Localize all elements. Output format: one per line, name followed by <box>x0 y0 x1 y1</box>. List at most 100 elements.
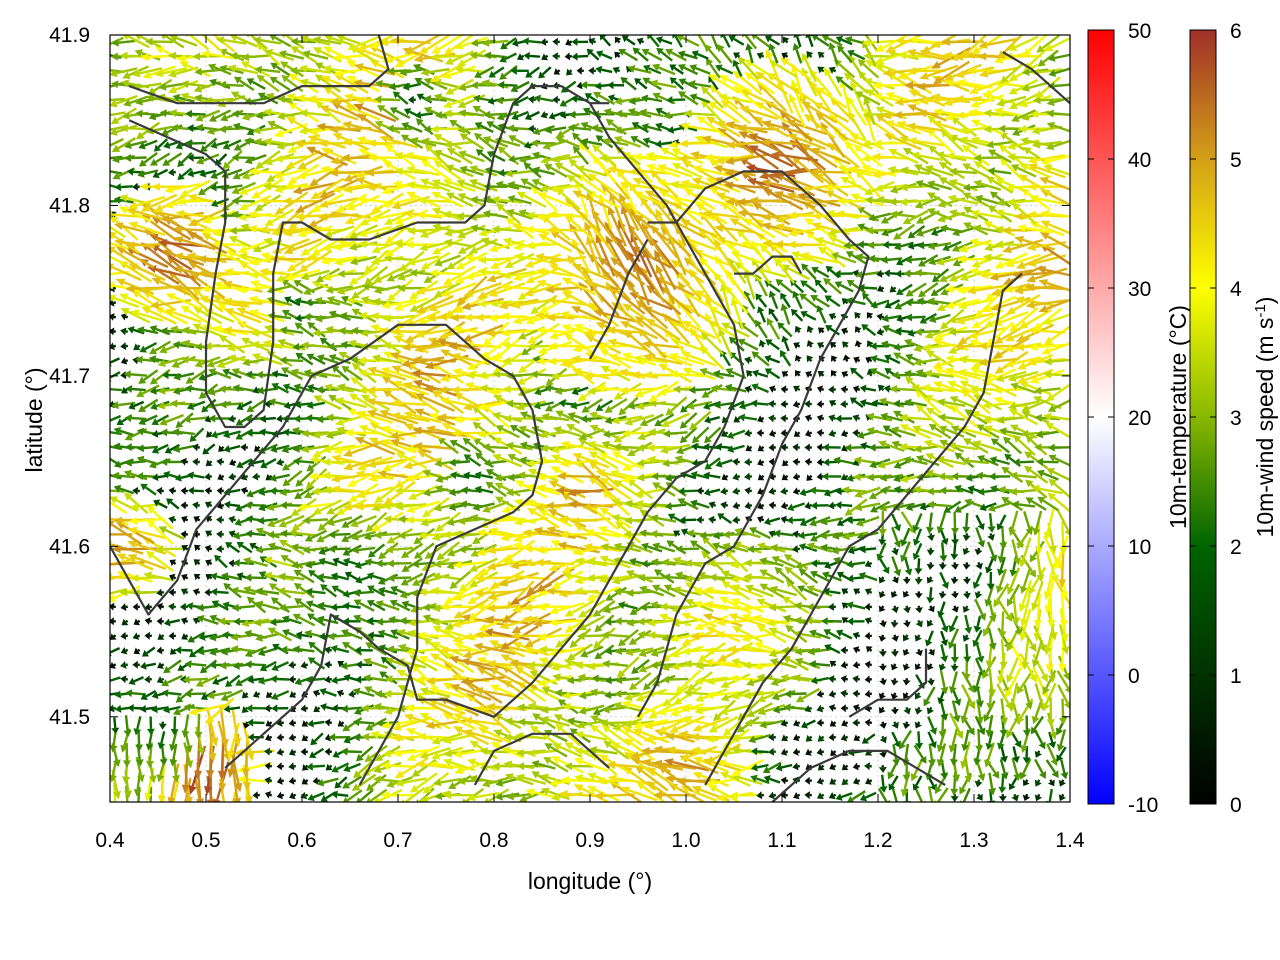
wind-vector <box>324 660 332 669</box>
wind-vector-shaft <box>216 590 229 594</box>
wind-vector <box>926 706 934 715</box>
wind-vector-shaft <box>768 761 782 771</box>
wind-vector-head <box>865 777 872 785</box>
wind-vector <box>903 556 913 576</box>
wind-vector-shaft <box>841 792 853 799</box>
wind-vector <box>120 647 129 655</box>
wind-vector-head <box>110 617 114 626</box>
wind-vector <box>940 630 949 647</box>
wind-vector-head <box>243 782 252 792</box>
wind-vector-shaft <box>1049 779 1053 783</box>
wind-vector <box>573 757 609 773</box>
wind-vector-head <box>157 795 166 802</box>
wind-vector <box>864 617 873 625</box>
wind-vector-shaft <box>185 561 189 565</box>
wind-vector <box>288 748 297 756</box>
wind-vector-shaft <box>170 763 180 798</box>
wind-vector-head <box>223 500 231 509</box>
wind-vector-shaft <box>347 706 362 710</box>
wind-vector <box>878 649 887 657</box>
wind-vector-shaft <box>245 721 249 725</box>
wind-vector <box>768 733 776 742</box>
wind-vector <box>156 646 165 655</box>
wind-vector-shaft <box>233 518 237 522</box>
wind-vector <box>817 763 825 771</box>
wind-vector <box>227 722 240 761</box>
wind-vector-shaft <box>392 546 413 551</box>
wind-vector-shaft <box>312 791 325 799</box>
wind-vector-shaft <box>821 793 825 797</box>
wind-vector-shaft <box>851 790 866 801</box>
wind-vector <box>780 748 789 756</box>
wind-vector-shaft <box>739 776 763 786</box>
wind-vector <box>624 738 656 762</box>
wind-vector-head <box>466 793 476 802</box>
wind-vector-head <box>664 774 675 783</box>
wind-vector-shaft <box>852 518 865 522</box>
wind-vector-head <box>167 796 176 802</box>
wind-vector <box>180 617 189 625</box>
wind-vector <box>144 617 153 626</box>
wind-vector-head <box>864 762 871 771</box>
wind-vector-head <box>416 799 420 802</box>
wind-vector <box>750 763 769 772</box>
wind-vector-head <box>206 770 215 780</box>
wind-vector-head <box>146 760 155 769</box>
wind-vector-head <box>1008 782 1016 791</box>
wind-vector-head <box>132 660 138 669</box>
wind-vector-head <box>181 784 190 794</box>
wind-vector-head <box>531 760 540 768</box>
wind-vector-shaft <box>313 720 325 725</box>
wind-vector-head <box>135 744 144 752</box>
wind-vector-shaft <box>336 575 350 581</box>
wind-vector-shaft <box>251 532 266 537</box>
wind-vector <box>951 605 959 613</box>
wind-vector-head <box>127 703 134 712</box>
wind-vector-head <box>1034 794 1043 802</box>
wind-vector <box>763 775 781 784</box>
wind-vector-head <box>810 559 817 568</box>
wind-vector <box>962 533 971 542</box>
wind-vector <box>463 729 503 743</box>
wind-vector-head <box>405 516 414 525</box>
wind-vector-head <box>491 762 500 771</box>
wind-vector <box>806 602 832 611</box>
wind-vector-shaft <box>333 516 353 524</box>
wind-vector-shaft <box>756 777 770 785</box>
wind-vector-head <box>363 674 371 683</box>
wind-vector <box>899 729 913 750</box>
wind-vector-head <box>409 784 419 793</box>
wind-vector-shaft <box>881 605 885 609</box>
wind-vector-head <box>123 729 132 738</box>
wind-vector-head <box>419 794 429 802</box>
wind-vector-head <box>210 587 218 596</box>
wind-vector <box>852 718 860 727</box>
wind-vector-head <box>973 758 982 766</box>
wind-vector <box>431 732 463 745</box>
wind-vector-head <box>914 568 923 575</box>
wind-vector-head <box>257 516 265 525</box>
wind-vector-head <box>503 733 512 742</box>
wind-vector-shaft <box>936 787 949 802</box>
wind-vector <box>288 762 296 771</box>
wind-vector <box>987 627 997 651</box>
wind-vector <box>110 676 121 685</box>
wind-vector-shaft <box>513 792 533 798</box>
wind-vector-head <box>679 752 690 761</box>
wind-vector-shaft <box>183 742 191 762</box>
wind-vector <box>829 720 837 727</box>
wind-vector-head <box>841 763 849 771</box>
wind-vector-shaft <box>904 743 910 760</box>
wind-vector-head <box>992 770 1000 779</box>
wind-vector-head <box>952 774 961 783</box>
wind-vector-head <box>411 560 420 569</box>
wind-vector-head <box>252 791 258 800</box>
wind-vector-head <box>490 742 501 750</box>
wind-vector <box>1060 759 1069 780</box>
wind-vector <box>841 763 849 771</box>
wind-vector-shaft <box>1060 759 1066 774</box>
wind-vector-shaft <box>756 763 769 769</box>
wind-vector-shaft <box>915 775 923 786</box>
wind-vector <box>859 791 877 802</box>
wind-vector <box>773 529 794 538</box>
